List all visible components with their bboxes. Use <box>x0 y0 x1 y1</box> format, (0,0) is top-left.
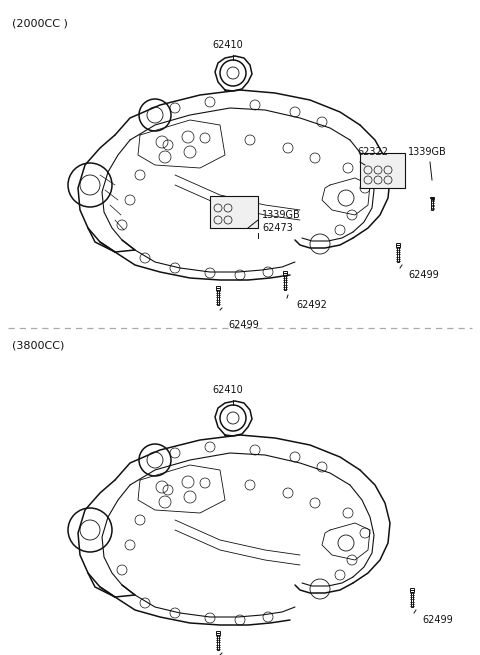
Text: (3800CC): (3800CC) <box>12 340 64 350</box>
Bar <box>410 590 414 591</box>
Bar <box>217 635 219 650</box>
Text: 62499: 62499 <box>422 615 453 625</box>
Text: 1339GB: 1339GB <box>408 147 447 157</box>
Bar <box>216 286 220 288</box>
Bar <box>283 271 288 272</box>
Text: 62499: 62499 <box>408 270 439 280</box>
Bar <box>360 153 405 188</box>
Bar <box>284 274 286 290</box>
Text: 62499: 62499 <box>228 320 259 330</box>
Bar <box>216 633 220 635</box>
Bar <box>216 631 220 633</box>
Bar <box>396 243 400 244</box>
Bar <box>431 198 433 199</box>
Bar <box>430 196 434 198</box>
Bar <box>409 588 414 590</box>
Bar <box>396 244 400 246</box>
Bar <box>283 272 287 274</box>
Text: 62492: 62492 <box>296 300 327 310</box>
Text: 62410: 62410 <box>213 385 243 395</box>
Text: (2000CC ): (2000CC ) <box>12 18 68 28</box>
Bar <box>210 196 258 228</box>
Bar <box>397 246 399 262</box>
Bar <box>216 288 220 290</box>
Text: 1339GB: 1339GB <box>262 210 301 220</box>
Bar <box>217 290 219 305</box>
Bar <box>411 591 413 607</box>
Bar <box>431 199 433 210</box>
Text: 62473: 62473 <box>262 223 293 233</box>
Text: 62410: 62410 <box>213 40 243 50</box>
Text: 62322: 62322 <box>357 147 388 157</box>
